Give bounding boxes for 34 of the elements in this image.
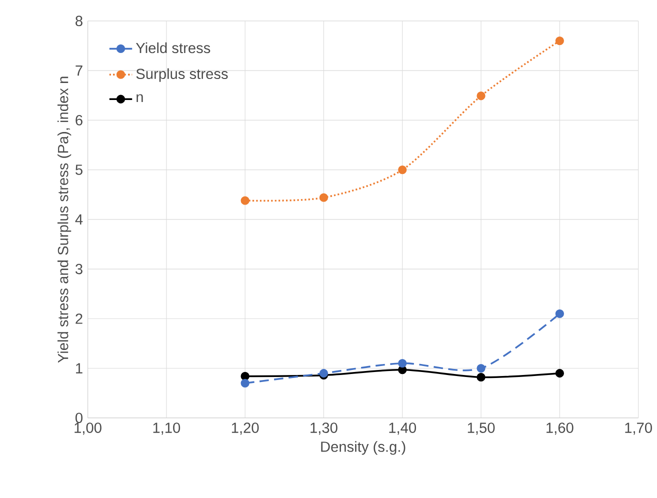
y-tick-label: 0 bbox=[76, 412, 82, 424]
point bbox=[555, 369, 564, 378]
point bbox=[476, 373, 486, 382]
x-tick-label: 1,10 bbox=[153, 422, 180, 435]
point bbox=[240, 378, 250, 388]
y-tick-label: 5 bbox=[76, 164, 82, 176]
x-tick-label: 1,00 bbox=[74, 422, 102, 435]
point bbox=[398, 166, 407, 174]
point bbox=[476, 364, 486, 373]
point bbox=[319, 193, 328, 202]
y-axis-title: Yield stress and Surplus stress (Pa), index n bbox=[58, 76, 72, 363]
legend-label: Yield stress bbox=[136, 42, 210, 54]
y-tick-label: 1 bbox=[76, 363, 82, 374]
point bbox=[240, 372, 250, 381]
legend-label: n bbox=[136, 94, 143, 102]
x-tick-label: 1,20 bbox=[232, 422, 259, 435]
x-tick-label: 1,60 bbox=[546, 422, 574, 435]
y-tick-label: 3 bbox=[76, 264, 82, 274]
y-tick-label: 4 bbox=[75, 214, 83, 225]
y-tick-label: 2 bbox=[76, 314, 82, 324]
y-tick-label: 8 bbox=[76, 16, 82, 26]
x-axis-title: Density (s.g.) bbox=[321, 441, 406, 455]
point bbox=[398, 359, 407, 368]
x-tick-label: 1,40 bbox=[389, 422, 416, 435]
point bbox=[476, 92, 486, 100]
x-tick-label: 1,50 bbox=[468, 422, 495, 435]
legend-label: Surplus stress bbox=[136, 68, 228, 82]
point bbox=[555, 310, 564, 318]
point bbox=[555, 36, 564, 46]
x-tick-label: 1,70 bbox=[625, 422, 652, 435]
x-tick-label: 1,30 bbox=[310, 422, 338, 435]
y-tick-label: 7 bbox=[76, 66, 82, 76]
y-tick-label: 6 bbox=[76, 115, 82, 126]
point bbox=[240, 196, 250, 206]
